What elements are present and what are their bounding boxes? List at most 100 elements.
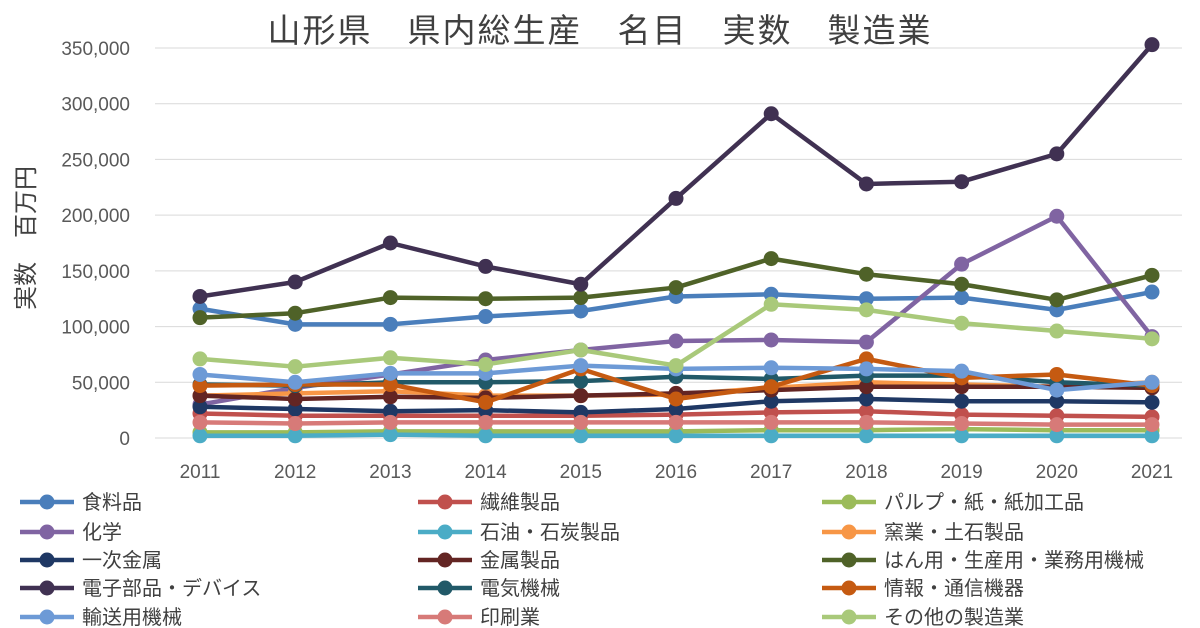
data-point: [287, 428, 303, 444]
data-point: [954, 276, 970, 292]
data-point: [573, 303, 589, 319]
legend-item: 電子部品・デバイス: [20, 576, 261, 600]
data-point: [858, 428, 874, 444]
x-tick-label: 2011: [180, 462, 221, 483]
data-point: [668, 190, 684, 206]
legend-marker: [39, 580, 55, 596]
data-point: [763, 296, 779, 312]
data-point: [858, 361, 874, 377]
legend-marker: [437, 609, 453, 625]
legend-label: 金属製品: [480, 548, 560, 572]
data-point: [763, 428, 779, 444]
x-tick-label: 2021: [1131, 462, 1173, 483]
data-point: [287, 305, 303, 321]
data-point: [858, 291, 874, 307]
data-point: [382, 427, 398, 443]
x-tick-label: 2014: [464, 462, 507, 483]
data-point: [192, 310, 208, 326]
legend-marker: [841, 609, 857, 625]
y-tick-label: 200,000: [61, 206, 130, 227]
x-tick-label: 2013: [369, 462, 411, 483]
data-point: [573, 276, 589, 292]
data-point: [287, 374, 303, 390]
y-tick-label: 0: [119, 429, 130, 450]
y-tick-label: 350,000: [61, 39, 130, 60]
y-tick-label: 50,000: [72, 373, 130, 394]
legend-label: 一次金属: [82, 548, 162, 572]
legend-item: 情報・通信機器: [822, 576, 1024, 600]
legend-marker: [39, 494, 55, 510]
data-point: [763, 332, 779, 348]
data-point: [954, 315, 970, 331]
y-tick-label: 150,000: [61, 262, 130, 283]
data-point: [763, 106, 779, 122]
series-9: [192, 251, 1160, 326]
legend-marker: [39, 524, 55, 540]
data-point: [192, 366, 208, 382]
data-point: [954, 428, 970, 444]
y-tick-label: 300,000: [61, 95, 130, 116]
data-point: [858, 391, 874, 407]
legend-marker: [841, 494, 857, 510]
data-point: [573, 414, 589, 430]
data-point: [192, 288, 208, 304]
chart-title: 山形県 県内総生産 名目 実数 製造業: [268, 11, 933, 50]
legend-label: 化学: [82, 520, 122, 544]
series-lines: [192, 37, 1160, 444]
legend-marker: [437, 580, 453, 596]
data-point: [478, 394, 494, 410]
data-point: [382, 389, 398, 405]
data-point: [763, 360, 779, 376]
legend-item: 食料品: [20, 490, 142, 514]
legend-label: 窯業・土石製品: [884, 520, 1024, 544]
legend-item: 一次金属: [20, 548, 162, 572]
legend-marker: [437, 524, 453, 540]
data-point: [1144, 267, 1160, 283]
data-point: [858, 176, 874, 192]
legend-marker: [39, 552, 55, 568]
data-point: [763, 379, 779, 395]
x-tick-label: 2012: [274, 462, 316, 483]
legend-item: 繊維製品: [418, 490, 560, 514]
data-point: [573, 428, 589, 444]
data-point: [287, 316, 303, 332]
data-point: [478, 356, 494, 372]
data-point: [287, 274, 303, 290]
data-point: [382, 290, 398, 306]
data-point: [763, 393, 779, 409]
legend-marker: [841, 524, 857, 540]
legend-item: 化学: [20, 520, 122, 544]
data-point: [858, 302, 874, 318]
data-point: [763, 414, 779, 430]
data-point: [668, 428, 684, 444]
legend-label: 印刷業: [480, 605, 540, 628]
legend-label: 石油・石炭製品: [480, 520, 620, 544]
data-point: [1049, 417, 1065, 433]
data-point: [954, 290, 970, 306]
data-point: [478, 309, 494, 325]
data-point: [1144, 374, 1160, 390]
data-point: [287, 391, 303, 407]
data-point: [382, 414, 398, 430]
series-15: [192, 296, 1160, 375]
data-point: [1144, 428, 1160, 444]
legend-marker: [39, 609, 55, 625]
legend-label: パルプ・紙・紙加工品: [884, 490, 1084, 514]
data-point: [1049, 366, 1065, 382]
data-point: [858, 334, 874, 350]
data-point: [1144, 284, 1160, 300]
data-point: [1049, 323, 1065, 339]
data-point: [287, 416, 303, 432]
data-point: [1049, 393, 1065, 409]
legend-item: その他の製造業: [822, 605, 1024, 628]
data-point: [763, 251, 779, 267]
data-point: [573, 373, 589, 389]
data-point: [382, 403, 398, 419]
legend-marker: [841, 552, 857, 568]
data-point: [573, 290, 589, 306]
legend-item: 電気機械: [418, 576, 560, 600]
data-point: [858, 266, 874, 282]
legend-marker: [437, 552, 453, 568]
